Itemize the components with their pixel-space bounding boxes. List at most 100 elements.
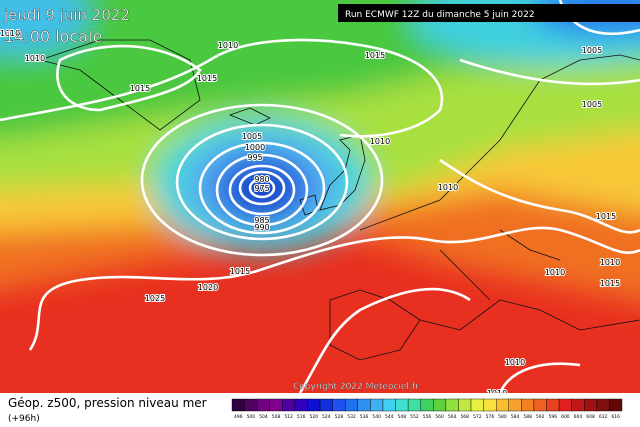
colorbar-swatch [458,398,472,412]
isobar-label: 1015 [197,74,217,83]
colorbar-swatch [319,398,333,412]
colorbar-label: 604 [574,414,583,420]
isobar-label: 1010 [545,268,565,277]
colorbar-swatch [521,398,535,412]
legend-title: Géop. z500, pression niveau mer [8,396,207,410]
colorbar-label: 572 [473,414,482,420]
colorbar-label: 612 [599,414,608,420]
isobar-label: 1010 [218,41,238,50]
colorbar-swatch [269,398,283,412]
isobar-label: 1015 [596,212,616,221]
colorbar-label: 596 [549,414,558,420]
colorbar-swatch [420,398,434,412]
colorbar-label: 536 [360,414,369,420]
colorbar-label: 568 [460,414,469,420]
colorbar-swatch [571,398,585,412]
colorbar-swatch [370,398,384,412]
date: jeudi 9 juin 2022 [3,6,130,24]
isobar-label: 1005 [242,132,262,141]
colorbar: 496 500 504 508 512 516 520 524 528 532 536 540 544 5… [231,398,623,420]
colorbar-label: 592 [536,414,545,420]
colorbar-swatch [332,398,346,412]
run: Run ECMWF 12Z du dimanche 5 juin 2022 [345,10,535,20]
colorbar-label: 548 [398,414,407,420]
colorbar-swatch [407,398,421,412]
colorbar-swatch [357,398,371,412]
colorbar-swatch [558,398,572,412]
colorbar-label: 552 [410,414,419,420]
colorbar-label: 580 [498,414,507,420]
colorbar-label: 500 [247,414,256,420]
colorbar-swatch [433,398,447,412]
isobar-label: 990 [254,223,269,232]
colorbar-label: 532 [347,414,356,420]
colorbar-swatch [470,398,484,412]
colorbar-swatch [609,398,623,412]
colorbar-label: 508 [272,414,281,420]
colorbar-swatch [307,398,321,412]
colorbar-swatch [495,398,509,412]
isobar-label: 1010 [0,29,20,38]
isobar-label: 1015 [365,51,385,60]
colorbar-label: 576 [486,414,495,420]
colorbar-label: 512 [284,414,293,420]
colorbar-swatch [546,398,560,412]
colorbar-swatch [282,398,296,412]
isobar-label: 1005 [582,100,602,109]
copyright: Copyright 2022 Meteociel.fr [293,382,419,392]
coastlines [38,39,640,361]
isobar-label: 975 [254,184,269,193]
colorbar-swatch [483,398,497,412]
colorbar-swatch [445,398,459,412]
run-box [338,4,640,22]
time: 14:00 locale [4,27,102,46]
isobar-label: 1005 [582,46,602,55]
colorbar-label: 524 [322,414,331,420]
isobar-label: 1025 [145,294,165,303]
colorbar-label: 564 [448,414,457,420]
isobar-label: 1020 [198,283,218,292]
colorbar-label: 504 [259,414,268,420]
colorbar-label: 544 [385,414,394,420]
colorbar-swatch [231,398,245,412]
isobar-label: 995 [247,153,262,162]
isobar-label: 1010 [370,137,390,146]
colorbar-swatch [256,398,270,412]
isobar-label: 1010 [487,389,507,398]
colorbar-label: 600 [561,414,570,420]
colorbar-label: 560 [435,414,444,420]
legend-lead: (+96h) [8,414,40,424]
isobar-label: 1010 [600,258,620,267]
isobar-label: 985 [254,216,269,225]
colorbar-label: 496 [234,414,243,420]
colorbar-swatch [244,398,258,412]
isobar-label: 1015 [230,267,250,276]
colorbar-label: 556 [423,414,432,420]
isobars [0,0,640,393]
colorbar-swatch [584,398,598,412]
isobar-label: 1015 [600,279,620,288]
colorbar-swatch [533,398,547,412]
isobar-label: 980 [254,175,269,184]
colorbar-label: 608 [586,414,595,420]
colorbar-label: 588 [523,414,532,420]
colorbar-swatch [395,398,409,412]
colorbar-label: 528 [335,414,344,420]
isobar-label: 1010 [25,54,45,63]
isobar-label: 1010 [505,358,525,367]
colorbar-label: 540 [372,414,381,420]
colorbar-swatch [382,398,396,412]
colorbar-label: 520 [309,414,318,420]
colorbar-swatch [294,398,308,412]
colorbar-label: 516 [297,414,306,420]
colorbar-swatch [596,398,610,412]
colorbar-label: 616 [611,414,620,420]
colorbar-label: 584 [511,414,520,420]
isobar-label: 1015 [130,84,150,93]
isobar-label: 1000 [245,143,265,152]
colorbar-swatch [508,398,522,412]
colorbar-swatch [345,398,359,412]
isobar-label: 1010 [438,183,458,192]
